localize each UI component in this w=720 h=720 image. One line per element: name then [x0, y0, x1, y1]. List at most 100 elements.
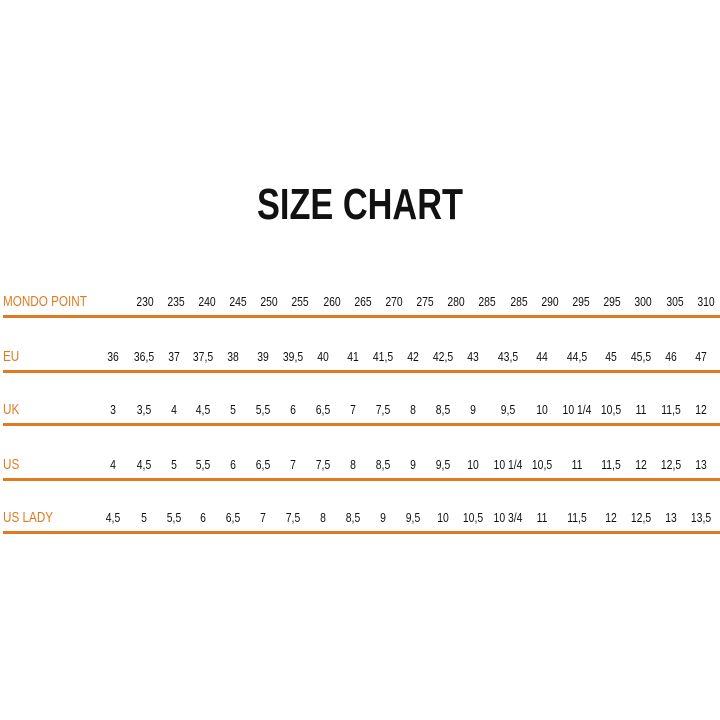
- size-cell: 6: [290, 402, 296, 417]
- size-cell: 285: [510, 294, 528, 309]
- size-cell: 43,5: [497, 349, 519, 364]
- size-cell: 7: [260, 510, 266, 525]
- size-cell: 275: [416, 294, 434, 309]
- size-cell: 9,5: [435, 457, 451, 472]
- size-cell: 10,5: [600, 402, 622, 417]
- size-cell: 39: [257, 349, 269, 364]
- size-cell: 47: [695, 349, 707, 364]
- size-cell: 11,5: [567, 510, 587, 525]
- size-cell: 11,5: [601, 457, 621, 472]
- size-cell: 4: [110, 457, 116, 472]
- size-cell: 12,5: [630, 510, 652, 525]
- size-cell: 295: [603, 294, 621, 309]
- size-cell: 7,5: [315, 457, 331, 472]
- size-cell: 7: [290, 457, 296, 472]
- size-cell: 4,5: [195, 402, 211, 417]
- row-divider: [3, 370, 720, 373]
- size-cell: 41: [347, 349, 359, 364]
- size-cell: 9,5: [405, 510, 421, 525]
- table-row: US LADY 4,5 5 5,5 6 6,5 7 7,5 8 8,5 9 9,5 10 10,5 10 3…: [0, 508, 720, 538]
- size-cell: 10: [467, 457, 479, 472]
- row-divider: [3, 315, 720, 318]
- size-cell: 6: [230, 457, 236, 472]
- size-cell: 8: [350, 457, 356, 472]
- size-cell: 5,5: [166, 510, 182, 525]
- size-cell: 3: [110, 402, 116, 417]
- size-cell: 40: [317, 349, 329, 364]
- size-cell: 39,5: [282, 349, 304, 364]
- size-cell: 10,5: [531, 457, 553, 472]
- size-cell: 5: [141, 510, 147, 525]
- size-cell: 38: [227, 349, 239, 364]
- size-cell: 12: [605, 510, 617, 525]
- size-cell: 11: [536, 510, 548, 525]
- size-cell: 6,5: [255, 457, 271, 472]
- size-cell: 270: [385, 294, 403, 309]
- size-cell: 42,5: [432, 349, 454, 364]
- size-cell: 9: [410, 457, 416, 472]
- size-cell: 8,5: [435, 402, 451, 417]
- size-cell: 11: [635, 402, 647, 417]
- size-cell: 265: [354, 294, 372, 309]
- size-cell: 10,5: [462, 510, 484, 525]
- size-cell: 12: [635, 457, 647, 472]
- size-cell: 235: [167, 294, 185, 309]
- size-cell: 230: [136, 294, 154, 309]
- size-cell: 10 1/4: [562, 402, 592, 417]
- size-cell: 295: [572, 294, 590, 309]
- size-cell: 285: [478, 294, 496, 309]
- size-cell: 5,5: [255, 402, 271, 417]
- size-cell: 290: [541, 294, 559, 309]
- size-cell: 7: [350, 402, 356, 417]
- size-cell: 11,5: [661, 402, 681, 417]
- table-row: MONDO POINT 230 235 240 245 250 255 260 265 270 27…: [0, 292, 720, 322]
- size-cell: 46: [665, 349, 677, 364]
- size-cell: 250: [260, 294, 278, 309]
- size-cell: 10 3/4: [493, 510, 523, 525]
- size-cell: 300: [634, 294, 652, 309]
- size-cell: 5: [171, 457, 177, 472]
- size-cell: 8: [320, 510, 326, 525]
- size-cell: 13: [665, 510, 677, 525]
- size-cell: 45,5: [630, 349, 652, 364]
- size-cell: 240: [198, 294, 216, 309]
- size-cell: 37,5: [192, 349, 214, 364]
- page-title: SIZE CHART: [257, 180, 463, 229]
- size-cell: 245: [229, 294, 247, 309]
- size-cell: 45: [605, 349, 617, 364]
- size-cell: 10 1/4: [493, 457, 523, 472]
- size-cell: 10: [536, 402, 548, 417]
- size-cell: 260: [323, 294, 341, 309]
- size-cell: 12,5: [660, 457, 682, 472]
- size-cell: 9,5: [500, 402, 516, 417]
- size-cell: 6,5: [225, 510, 241, 525]
- size-cell: 7,5: [285, 510, 301, 525]
- size-cell: 37: [168, 349, 180, 364]
- size-cell: 4: [171, 402, 177, 417]
- size-cell: 4,5: [136, 457, 152, 472]
- size-cell: 43: [467, 349, 479, 364]
- size-cell: 10: [437, 510, 449, 525]
- size-cell: 5: [230, 402, 236, 417]
- size-cell: 41,5: [372, 349, 394, 364]
- size-cell: 3,5: [136, 402, 152, 417]
- size-cell: 310: [697, 294, 715, 309]
- row-label: UK: [3, 401, 20, 418]
- table-row: EU 36 36,5 37 37,5 38 39 39,5 40 41 41,5 42 42,5 43 43…: [0, 347, 720, 377]
- size-cell: 5,5: [195, 457, 211, 472]
- size-cell: 7,5: [375, 402, 391, 417]
- size-cell: 280: [447, 294, 465, 309]
- size-cell: 12: [695, 402, 707, 417]
- size-cell: 13,5: [690, 510, 712, 525]
- row-label: US: [3, 456, 20, 473]
- row-divider: [3, 478, 720, 481]
- size-cell: 36,5: [133, 349, 155, 364]
- size-cell: 44: [536, 349, 548, 364]
- table-row: UK 3 3,5 4 4,5 5 5,5 6 6,5 7 7,5 8 8,5 9 9,5 10 10 1/4 10…: [0, 400, 720, 430]
- size-cell: 42: [407, 349, 419, 364]
- size-cell: 36: [107, 349, 119, 364]
- size-cell: 11: [571, 457, 583, 472]
- size-cell: 8,5: [345, 510, 361, 525]
- size-cell: 9: [470, 402, 476, 417]
